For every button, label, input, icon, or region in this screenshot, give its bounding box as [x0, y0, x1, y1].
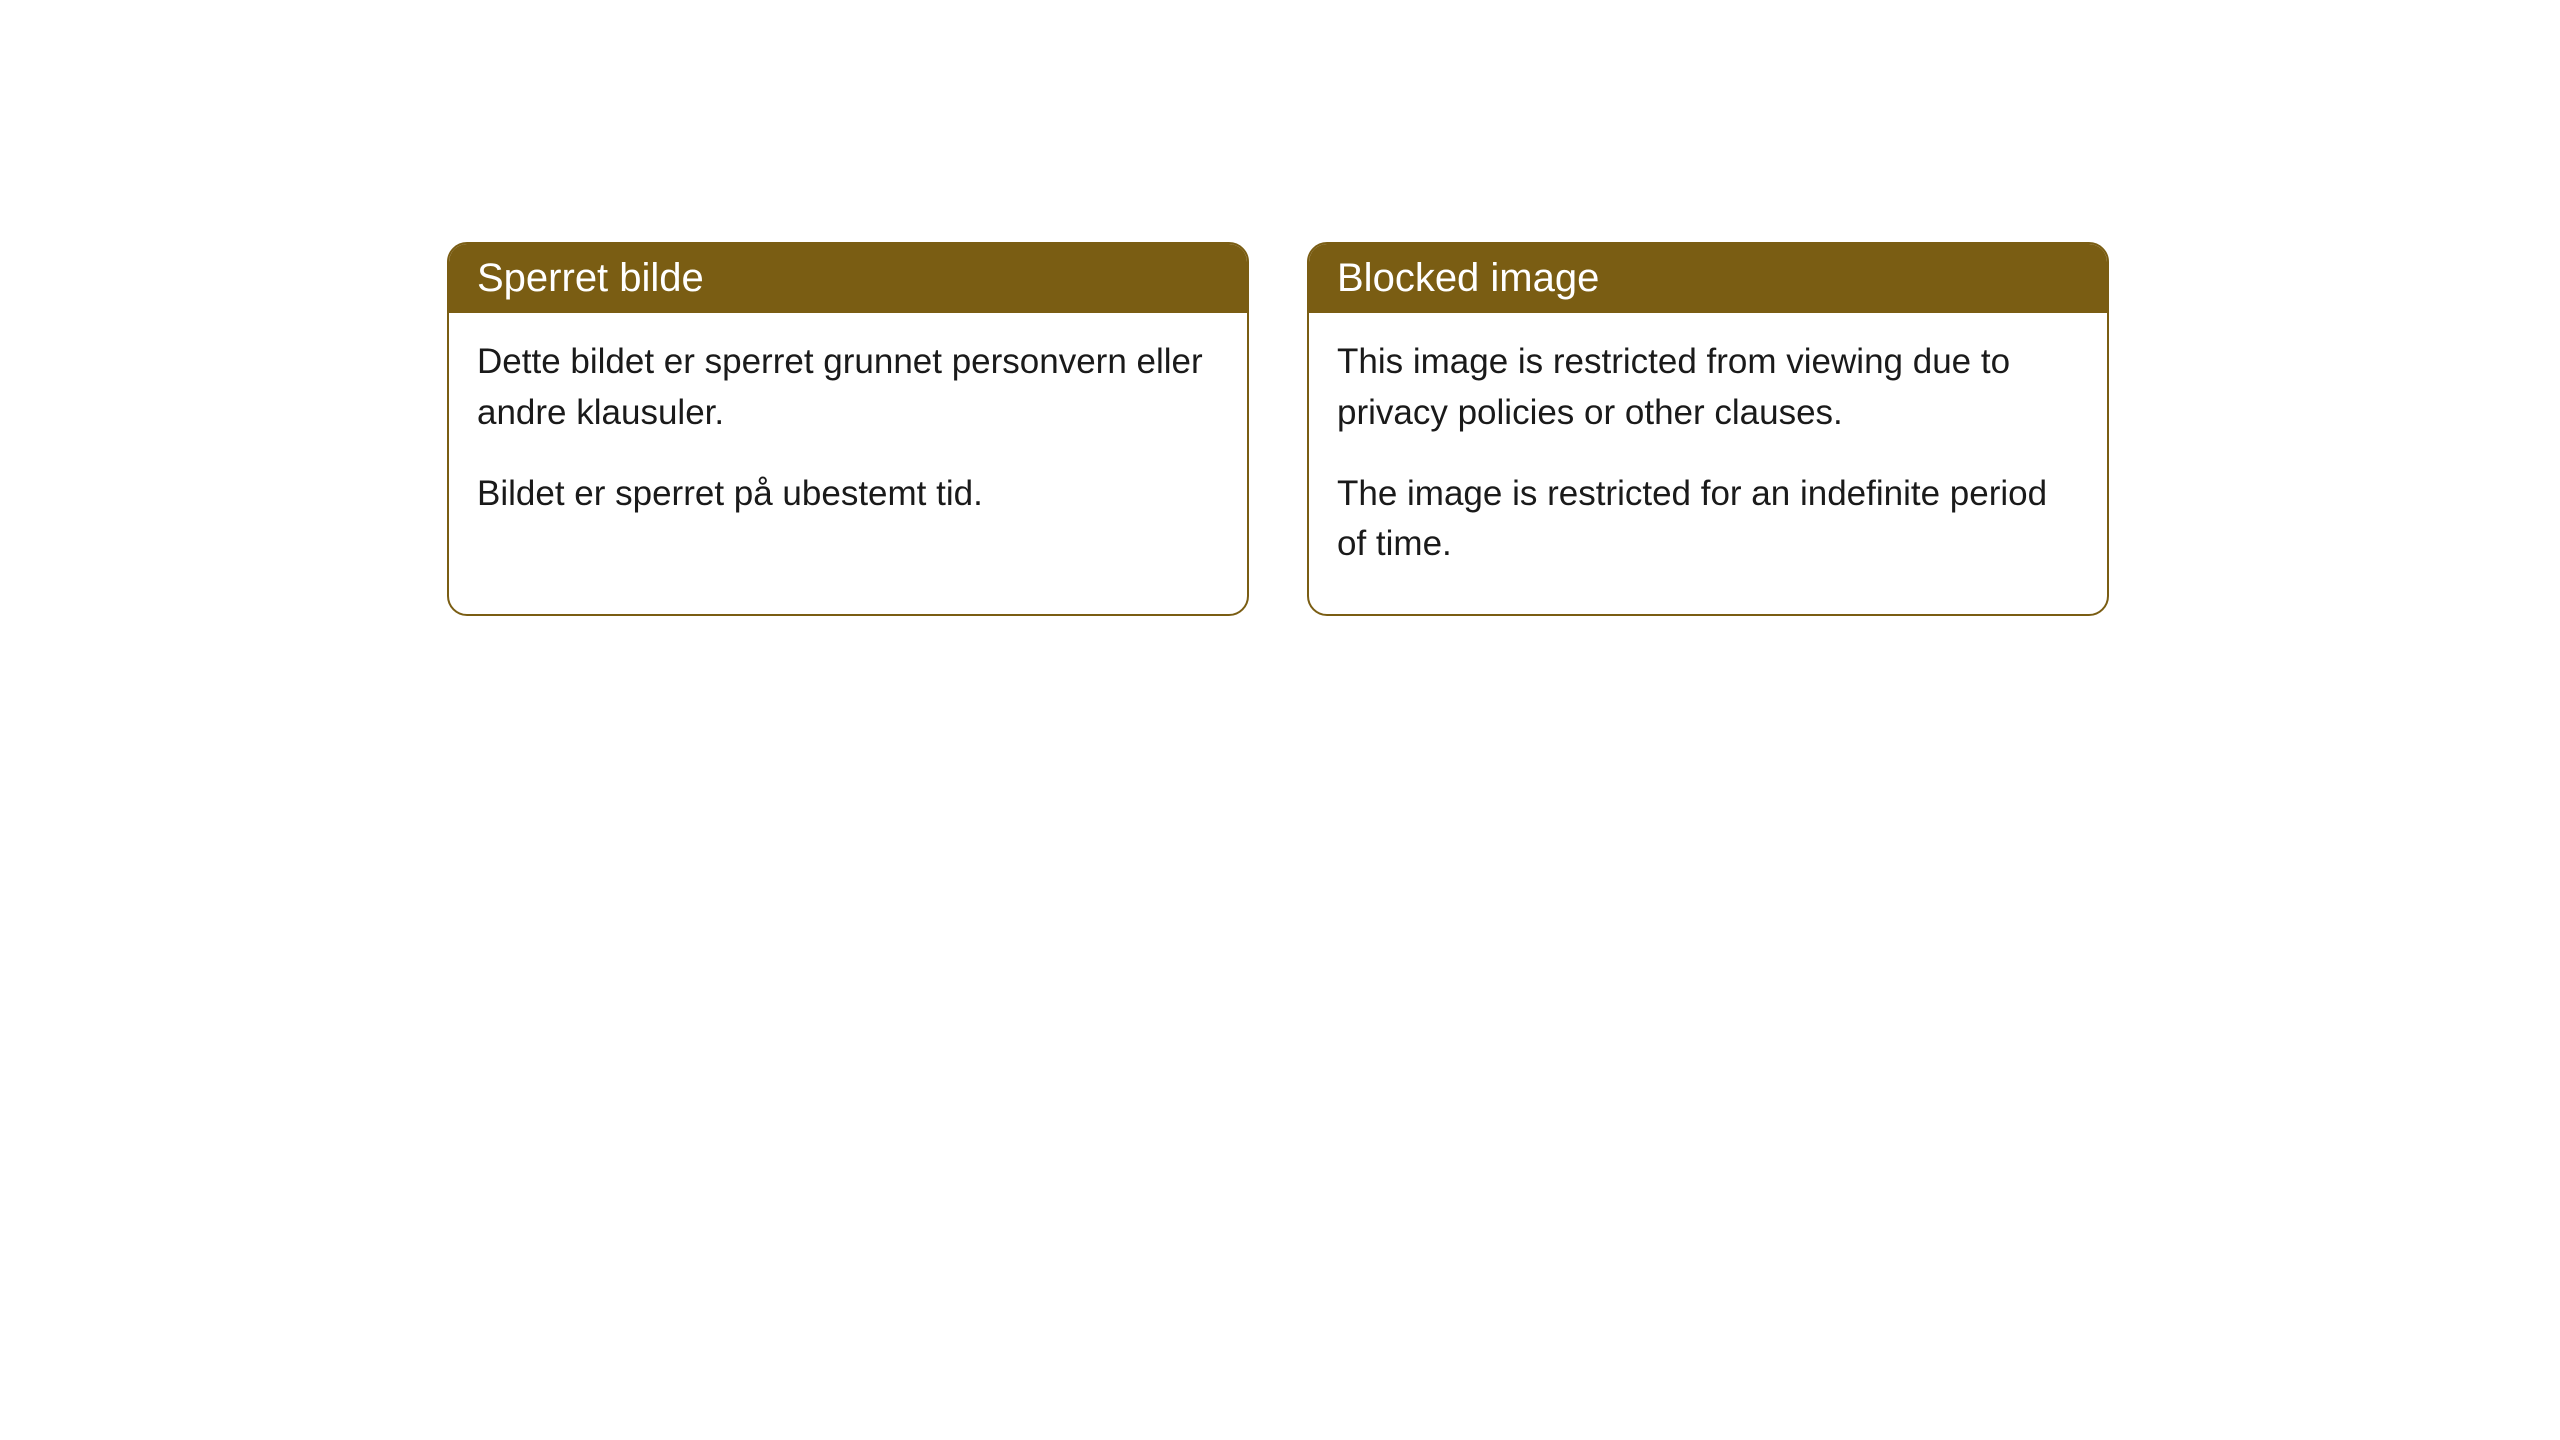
- card-header-no: Sperret bilde: [449, 244, 1247, 313]
- blocked-image-card-en: Blocked image This image is restricted f…: [1307, 242, 2109, 616]
- card-paragraph-2-en: The image is restricted for an indefinit…: [1337, 469, 2079, 571]
- card-paragraph-1-no: Dette bildet er sperret grunnet personve…: [477, 337, 1219, 439]
- card-paragraph-1-en: This image is restricted from viewing du…: [1337, 337, 2079, 439]
- blocked-image-card-no: Sperret bilde Dette bildet er sperret gr…: [447, 242, 1249, 616]
- card-paragraph-2-no: Bildet er sperret på ubestemt tid.: [477, 469, 1219, 520]
- notice-cards-container: Sperret bilde Dette bildet er sperret gr…: [447, 242, 2109, 616]
- card-body-no: Dette bildet er sperret grunnet personve…: [449, 313, 1247, 563]
- card-body-en: This image is restricted from viewing du…: [1309, 313, 2107, 614]
- card-header-en: Blocked image: [1309, 244, 2107, 313]
